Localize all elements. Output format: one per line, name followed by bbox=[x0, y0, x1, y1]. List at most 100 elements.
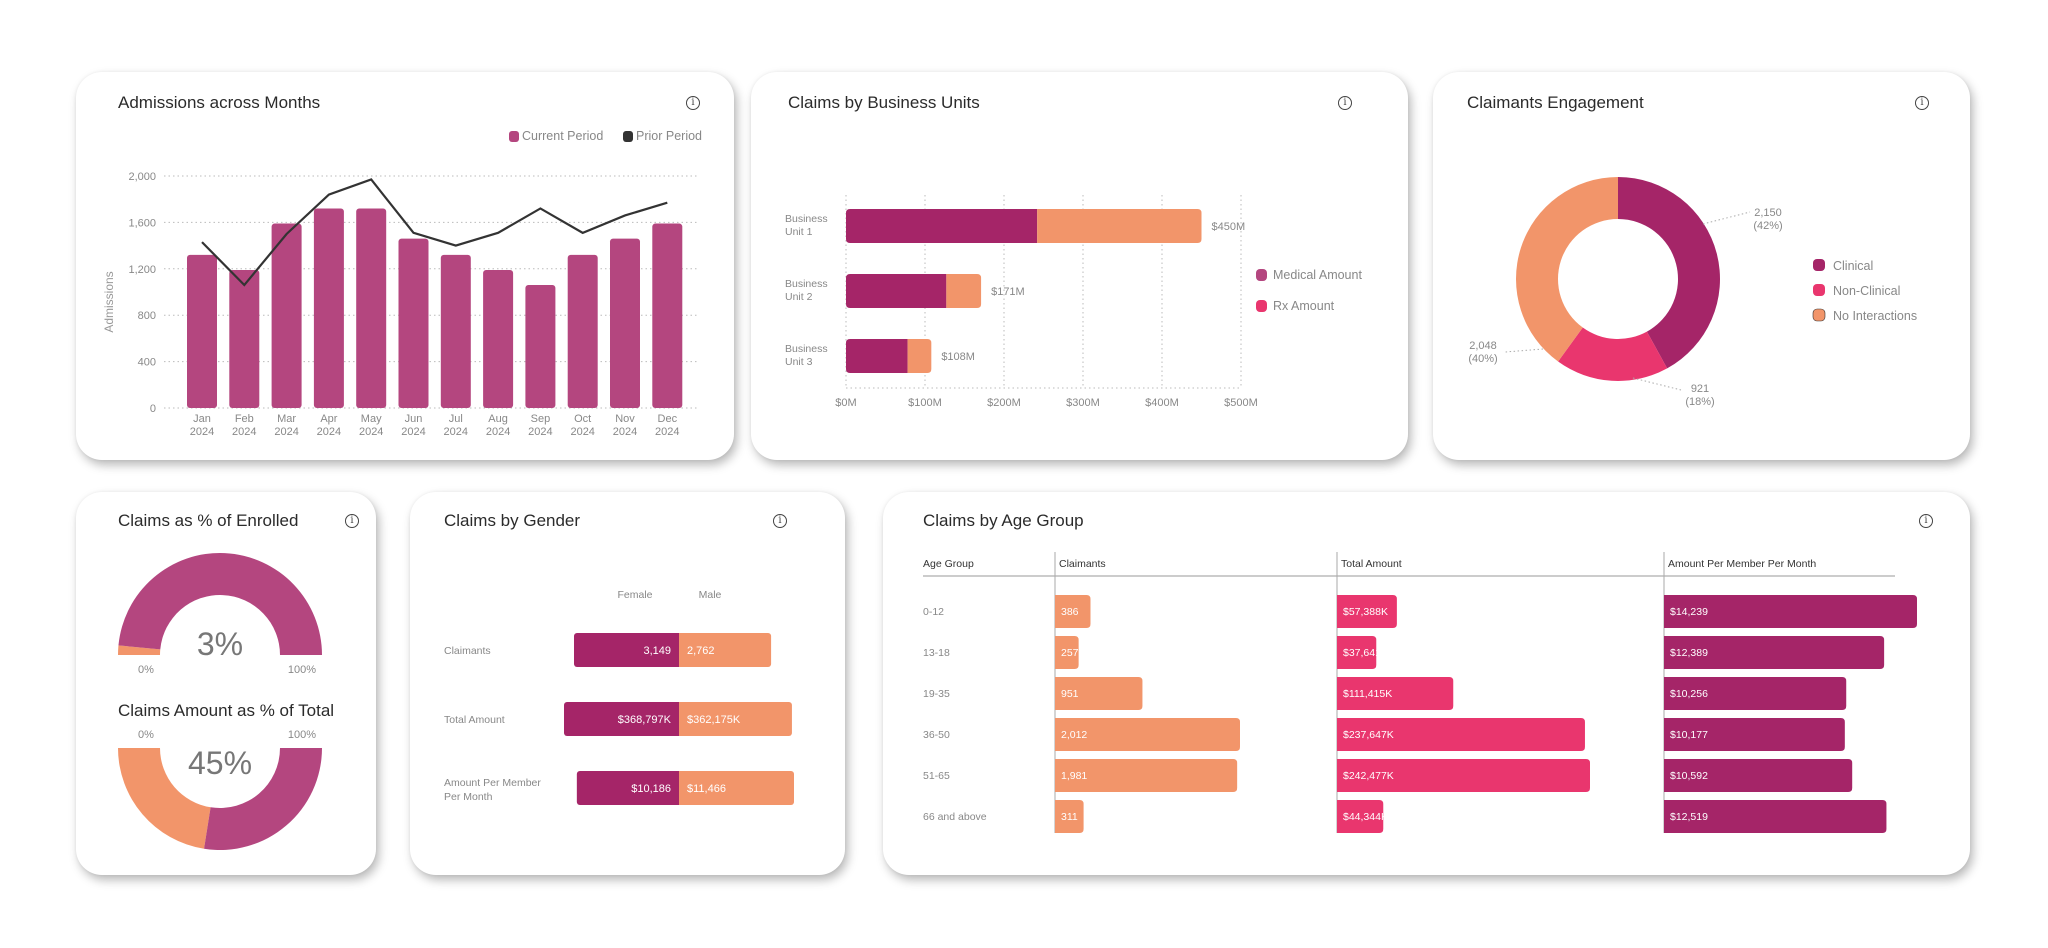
bar-pmpm bbox=[1664, 595, 1917, 628]
x-tick-label: Sep bbox=[531, 413, 551, 425]
bar-male bbox=[679, 702, 792, 736]
card-title: Claims by Gender bbox=[444, 511, 581, 530]
legend-label: Rx Amount bbox=[1273, 299, 1335, 313]
x-tick-label: Jun bbox=[405, 413, 423, 425]
male-value: 2,762 bbox=[687, 645, 715, 657]
x-tick-label: 2024 bbox=[613, 426, 637, 438]
legend-label: Medical Amount bbox=[1273, 268, 1362, 282]
category-label: Business bbox=[785, 278, 828, 290]
column-header: Age Group bbox=[923, 558, 974, 570]
slice-value-label: 2,048 bbox=[1469, 340, 1497, 352]
x-tick-label: 2024 bbox=[570, 426, 594, 438]
bar-pmpm bbox=[1664, 800, 1887, 833]
bar-claimants-value: 2,012 bbox=[1061, 729, 1087, 741]
bar-claimants-value: 1,981 bbox=[1061, 770, 1087, 782]
bar-pmpm bbox=[1664, 718, 1845, 751]
legend-label: No Interactions bbox=[1833, 309, 1917, 323]
info-icon[interactable]: i bbox=[686, 96, 700, 110]
bar-total-amount-value: $111,415K bbox=[1343, 688, 1392, 700]
bar-claimants-value: 257 bbox=[1061, 647, 1079, 659]
bar-medical-amount bbox=[846, 339, 908, 373]
legend-label: Current Period bbox=[522, 129, 603, 143]
x-tick-label: Jul bbox=[449, 413, 463, 425]
admissions-chart: 04008001,2001,6002,000AdmissionsJan2024F… bbox=[102, 129, 702, 438]
bar-aug bbox=[483, 269, 514, 408]
bar-female bbox=[564, 702, 683, 736]
gauge-fill-amount bbox=[118, 748, 211, 849]
bar-sep bbox=[525, 285, 556, 408]
column-header-female: Female bbox=[617, 589, 652, 601]
gauge-min-label: 0% bbox=[138, 729, 154, 741]
x-tick-label: Feb bbox=[235, 413, 254, 425]
info-icon[interactable]: i bbox=[1915, 96, 1929, 110]
x-tick-label: 2024 bbox=[274, 426, 298, 438]
bar-male-edge bbox=[679, 633, 683, 667]
legend-label: Clinical bbox=[1833, 259, 1873, 273]
bar-pmpm bbox=[1664, 759, 1853, 792]
bar-oct bbox=[567, 254, 598, 408]
bar-jul bbox=[440, 254, 471, 408]
legend-swatch-current bbox=[509, 131, 519, 142]
bar-pmpm-value: $12,389 bbox=[1670, 647, 1708, 659]
bar-medical-amount bbox=[846, 209, 1038, 243]
age-group-label: 36-50 bbox=[923, 729, 950, 741]
legend-label: Prior Period bbox=[636, 129, 702, 143]
bar-claimants-value: 386 bbox=[1061, 606, 1079, 618]
gauge-charts: 3% 0% 100% 45% 0% 100% bbox=[118, 552, 322, 850]
row-label: Total Amount bbox=[444, 714, 505, 726]
male-value: $11,466 bbox=[687, 783, 726, 795]
gauge-max-label: 100% bbox=[288, 729, 316, 741]
x-tick-label: Apr bbox=[320, 413, 337, 425]
bar-pmpm-value: $12,519 bbox=[1670, 811, 1708, 823]
category-label: Unit 2 bbox=[785, 291, 813, 303]
bar-pmpm bbox=[1664, 677, 1847, 710]
bar-claimants bbox=[1055, 800, 1084, 833]
slice-value-label: 921 bbox=[1691, 383, 1709, 395]
bar-claimants bbox=[1055, 759, 1238, 792]
row-label: Per Month bbox=[444, 791, 493, 803]
bar-total-amount bbox=[1337, 677, 1454, 710]
bar-mar bbox=[271, 223, 302, 408]
y-axis-title: Admissions bbox=[102, 271, 116, 332]
bar-claimants bbox=[1055, 595, 1091, 628]
bar-total-amount-value: $57,388K bbox=[1343, 606, 1388, 618]
info-icon[interactable]: i bbox=[773, 514, 787, 528]
bar-nov bbox=[610, 238, 640, 408]
info-icon[interactable]: i bbox=[1919, 514, 1933, 528]
column-header: Claimants bbox=[1059, 558, 1106, 570]
admissions-card: 0 400 800 1,200 1,600 2,000 Admissions Jan 2024 F… bbox=[76, 72, 734, 460]
bar-pmpm-value: $10,256 bbox=[1670, 688, 1708, 700]
legend-swatch bbox=[1256, 300, 1267, 312]
gauge-min-label: 0% bbox=[138, 664, 154, 676]
legend-swatch-prior bbox=[623, 131, 633, 142]
bar-male-edge bbox=[679, 771, 683, 805]
info-icon[interactable]: i bbox=[345, 514, 359, 528]
x-tick-label: 2024 bbox=[655, 426, 679, 438]
legend-label: Non-Clinical bbox=[1833, 284, 1900, 298]
x-tick-label: $500M bbox=[1224, 397, 1258, 409]
card-title: Claims by Business Units bbox=[788, 93, 980, 112]
y-tick-label: 1,600 bbox=[128, 217, 156, 229]
bar-total-amount bbox=[1337, 800, 1384, 833]
bar-jun bbox=[398, 238, 429, 408]
legend-swatch bbox=[1812, 308, 1826, 322]
x-tick-label: Mar bbox=[277, 413, 296, 425]
gender-card: Female Male 3,149 2,762 Claimants $368,797K $3… bbox=[410, 492, 845, 875]
y-tick-label: 2,000 bbox=[128, 171, 156, 183]
age-group-label: 66 and above bbox=[923, 811, 987, 823]
y-tick-label: 1,200 bbox=[128, 264, 156, 276]
leader-line bbox=[1702, 211, 1751, 225]
leader-line bbox=[1632, 377, 1682, 391]
age-group-label: 0-12 bbox=[923, 606, 944, 618]
y-tick-label: 0 bbox=[150, 403, 156, 415]
gauge-max-label: 100% bbox=[288, 664, 316, 676]
slice-percent-label: (42%) bbox=[1753, 220, 1782, 232]
x-tick-label: $0M bbox=[835, 397, 856, 409]
bar-medical-amount bbox=[846, 274, 947, 308]
x-tick-label: 2024 bbox=[317, 426, 341, 438]
info-icon[interactable]: i bbox=[1338, 96, 1352, 110]
bar-claimants bbox=[1055, 677, 1143, 710]
bar-male bbox=[679, 771, 794, 805]
gender-chart: Female Male 3,149 2,762 Claimants $368,797K $3… bbox=[444, 589, 794, 805]
slice-percent-label: (40%) bbox=[1468, 353, 1497, 365]
